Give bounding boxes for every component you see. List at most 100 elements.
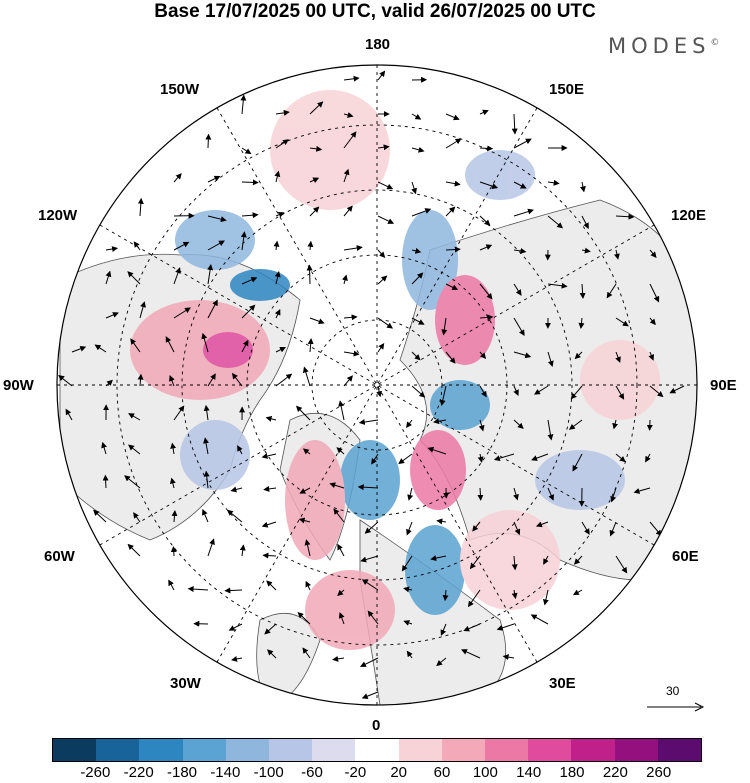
wind-arrow (207, 299, 218, 319)
brand-text: MODES (608, 34, 711, 58)
wind-arrow (441, 317, 448, 336)
wind-arrow (105, 379, 113, 387)
wind-arrow (377, 317, 394, 329)
colorbar-swatch (355, 739, 399, 761)
wind-arrow (377, 144, 390, 151)
wind-arrow (173, 241, 190, 251)
wind-arrow (173, 173, 182, 183)
map-border (56, 64, 698, 706)
brand-mark: © (710, 38, 720, 48)
negative-anomaly (405, 525, 465, 615)
wind-arrow (133, 512, 141, 523)
wind-arrow (615, 555, 628, 574)
colorbar-tick-label: -220 (123, 764, 154, 781)
colorbar-swatch (528, 739, 572, 761)
wind-arrow (239, 544, 246, 557)
wind-arrow (267, 649, 277, 659)
wind-arrow (224, 587, 243, 594)
lon-label-180: 180 (365, 36, 391, 53)
wind-arrow (461, 649, 481, 659)
wind-arrow (342, 274, 348, 285)
wind-arrow (535, 521, 549, 528)
positive-anomaly (435, 275, 495, 365)
wind-arrow (439, 385, 447, 407)
wind-arrow (649, 521, 662, 537)
wind-arrow (612, 419, 619, 430)
wind-arrow (411, 181, 417, 195)
wind-arrow (169, 477, 176, 489)
wind-arrow (302, 448, 311, 455)
wind-arrow (547, 179, 560, 186)
wind-arrow (649, 385, 664, 398)
wind-arrow (436, 657, 447, 667)
wind-arrow (240, 94, 247, 115)
wind-arrow (274, 271, 281, 285)
wind-arrow (445, 138, 462, 149)
wind-arrow (479, 351, 487, 360)
wind-arrow (207, 264, 214, 285)
wind-arrow (445, 351, 456, 364)
colorbar-swatch (614, 739, 658, 761)
wind-arrow (332, 655, 345, 662)
wind-arrow (445, 283, 459, 290)
lon-label-0: 0 (372, 717, 381, 734)
wind-arrow (275, 347, 286, 353)
wind-arrow (203, 404, 210, 421)
wind-arrow (477, 487, 484, 501)
wind-arrow (579, 181, 586, 193)
wind-arrow (513, 487, 519, 501)
wind-arrow (445, 246, 461, 253)
wind-arrow (610, 487, 617, 503)
wind-arrow (574, 351, 583, 360)
colorbar-swatch (398, 739, 442, 761)
wind-arrow (609, 521, 617, 537)
wind-arrow (241, 304, 256, 319)
wind-arrow (133, 241, 141, 251)
wind-arrow (105, 270, 112, 285)
colorbar-swatch (441, 739, 486, 761)
wind-arrow (343, 75, 360, 82)
wind-arrow (478, 419, 485, 432)
wind-arrow (513, 247, 527, 254)
wind-arrow (649, 283, 660, 303)
wind-arrow (502, 654, 515, 661)
wind-arrow (201, 332, 209, 353)
wind-arrow (71, 345, 87, 353)
wind-arrow (570, 385, 583, 400)
wind-arrow (309, 101, 324, 115)
wind-arrow (105, 246, 119, 252)
wind-arrow (343, 131, 357, 149)
wind-arrow (433, 418, 447, 425)
wind-arrow (436, 518, 447, 525)
colorbar-tick-label: 260 (646, 764, 672, 781)
wind-arrow (547, 419, 554, 441)
wind-arrow (572, 453, 583, 472)
meridian-line (216, 107, 538, 663)
wind-arrow (479, 244, 493, 251)
wind-arrow (231, 372, 243, 387)
wind-arrow (338, 612, 345, 625)
wind-arrow (406, 650, 413, 659)
wind-arrow (240, 231, 247, 251)
wind-arrow (173, 307, 191, 319)
wind-arrow (573, 555, 583, 565)
wind-arrow (479, 283, 493, 300)
wind-arrow (127, 271, 141, 285)
wind-arrow (241, 277, 258, 285)
lon-label-30e: 30E (549, 675, 576, 692)
wind-arrow (263, 485, 277, 492)
wind-arrow (343, 245, 363, 252)
colorbar (52, 738, 702, 762)
lon-label-60e: 60E (672, 548, 699, 565)
wind-arrow (376, 385, 383, 398)
wind-arrow (124, 475, 141, 489)
wind-arrow (361, 691, 379, 699)
wind-arrow (513, 419, 524, 429)
wind-arrow (202, 508, 209, 523)
wind-arrow (343, 350, 360, 357)
wind-arrow (411, 385, 426, 398)
wind-arrow (615, 351, 621, 363)
colorbar-swatch (269, 739, 313, 761)
wind-arrow (377, 342, 385, 353)
wind-arrow (479, 181, 499, 189)
